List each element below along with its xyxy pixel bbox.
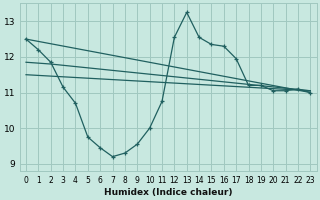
X-axis label: Humidex (Indice chaleur): Humidex (Indice chaleur) xyxy=(104,188,232,197)
